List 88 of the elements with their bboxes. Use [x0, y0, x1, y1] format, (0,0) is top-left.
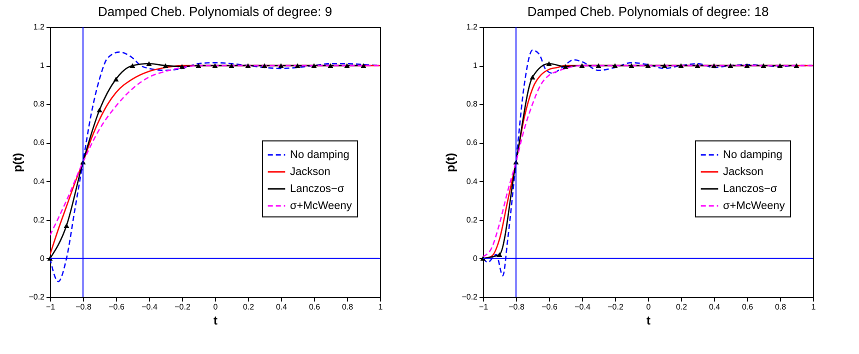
point — [711, 63, 717, 68]
point — [760, 63, 766, 68]
legend-label: No damping — [723, 148, 782, 161]
point — [596, 63, 602, 68]
legend-label: Lanczos−σ — [290, 182, 344, 195]
y-tick-label: 0 — [40, 254, 46, 263]
y-tick-label: 0.8 — [33, 100, 46, 109]
x-tick-label: 0.8 — [774, 302, 787, 312]
chart-title: Damped Cheb. Polynomials of degree: 9 — [98, 4, 332, 19]
y-tick-label: 0.2 — [33, 215, 46, 224]
legend-label: σ+McWeeny — [723, 200, 786, 212]
y-tick-label: 0.2 — [466, 215, 478, 224]
chart-title: Damped Cheb. Polynomials of degree: 18 — [527, 4, 769, 19]
x-tick-label: −1 — [478, 302, 489, 312]
y-tick-label: 0.4 — [466, 176, 478, 186]
point — [64, 223, 70, 228]
y-axis-title: p(t) — [10, 152, 25, 172]
point — [360, 63, 366, 68]
point — [344, 63, 350, 68]
x-tick-label: −0.8 — [76, 302, 92, 312]
point — [212, 63, 218, 68]
point — [546, 61, 552, 66]
x-axis-title: t — [214, 314, 218, 328]
x-tick-label: −0.4 — [574, 302, 591, 312]
x-tick-label: −0.2 — [608, 302, 624, 312]
point — [744, 63, 750, 68]
point — [96, 108, 102, 112]
point — [228, 63, 234, 68]
x-tick-label: 1 — [811, 302, 816, 312]
point — [328, 63, 334, 68]
x-tick-label: 0.2 — [242, 302, 255, 312]
x-tick-label: 0.2 — [676, 302, 688, 312]
y-tick-label: 1 — [473, 61, 478, 70]
point — [530, 74, 536, 80]
y-tick-label: −0.2 — [462, 292, 478, 302]
x-tick-label: −0.4 — [142, 302, 158, 312]
x-tick-label: −1 — [46, 302, 56, 312]
point — [645, 63, 651, 68]
y-tick-label: 0.6 — [33, 138, 46, 148]
x-tick-label: −0.2 — [174, 302, 191, 312]
point — [294, 63, 300, 68]
legend-label: σ+McWeeny — [290, 200, 352, 212]
point — [113, 76, 119, 82]
point — [130, 63, 136, 68]
point — [496, 252, 502, 257]
point — [662, 63, 668, 68]
point — [728, 63, 734, 68]
y-tick-label: 1 — [40, 61, 46, 70]
x-axis-title: t — [646, 314, 650, 328]
x-tick-label: 0.4 — [708, 302, 721, 312]
y-axis-title: p(t) — [444, 152, 458, 172]
point — [278, 63, 284, 68]
point — [694, 63, 700, 68]
point — [262, 63, 268, 68]
x-tick-label: −0.6 — [542, 302, 558, 312]
legend-label: No damping — [290, 148, 350, 161]
point — [678, 63, 684, 68]
y-tick-label: 0.4 — [33, 176, 46, 186]
point — [612, 63, 618, 68]
point — [311, 63, 317, 68]
x-tick-label: 0.8 — [342, 302, 354, 312]
point — [562, 64, 568, 69]
y-tick-label: 0 — [473, 254, 478, 263]
y-tick-label: 0.8 — [466, 100, 478, 109]
y-tick-label: −0.2 — [28, 292, 46, 302]
legend-label: Jackson — [290, 166, 330, 178]
point — [196, 63, 202, 68]
point — [579, 63, 585, 68]
x-tick-label: −0.8 — [508, 302, 525, 312]
point — [245, 63, 251, 68]
y-tick-label: 1.2 — [33, 22, 46, 32]
x-tick-label: 0.6 — [742, 302, 754, 312]
y-tick-label: 0.6 — [466, 138, 478, 148]
y-tick-label: 1.2 — [466, 22, 478, 32]
point — [794, 63, 800, 68]
point — [162, 63, 168, 68]
legend-label: Jackson — [723, 166, 764, 178]
x-tick-label: 1 — [378, 302, 384, 312]
x-tick-label: 0.4 — [276, 302, 288, 312]
point — [146, 61, 152, 66]
x-tick-label: 0 — [213, 302, 218, 312]
point — [777, 63, 783, 68]
x-tick-label: 0.6 — [308, 302, 321, 312]
legend-label: Lanczos−σ — [723, 182, 778, 195]
x-tick-label: −0.6 — [108, 302, 125, 312]
point — [179, 64, 185, 69]
point — [628, 63, 634, 68]
x-tick-label: 0 — [646, 302, 652, 312]
